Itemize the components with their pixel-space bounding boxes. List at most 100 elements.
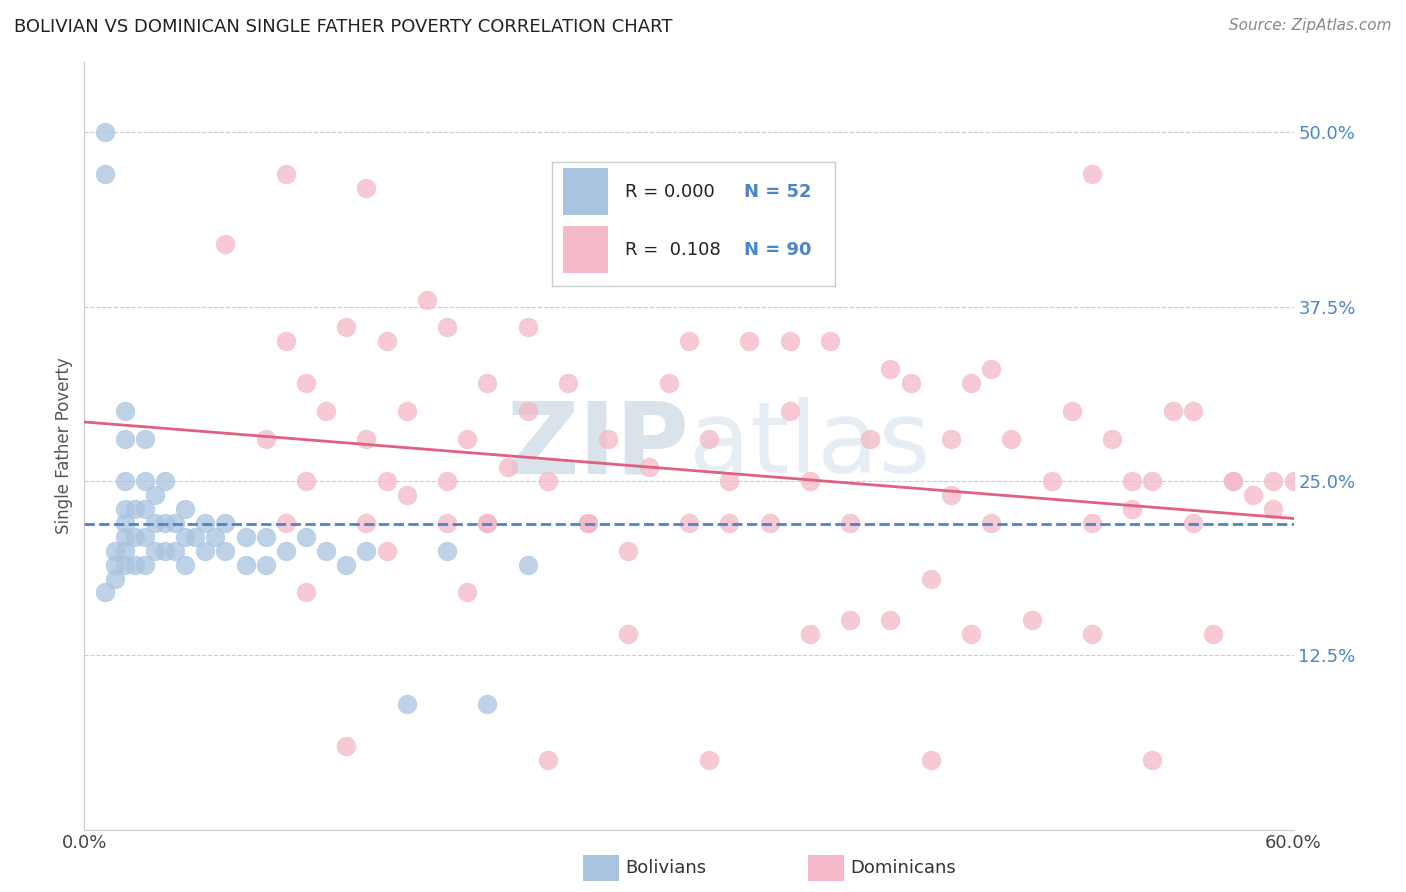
Point <box>143 516 166 530</box>
Point <box>436 516 458 530</box>
Text: ZIP: ZIP <box>506 398 689 494</box>
Text: Dominicans: Dominicans <box>851 859 956 877</box>
Point <box>576 516 599 530</box>
Point <box>134 558 156 572</box>
Point <box>516 404 538 418</box>
Point <box>114 516 136 530</box>
Point <box>143 488 166 502</box>
Text: R = 0.000: R = 0.000 <box>626 183 716 201</box>
Point <box>799 474 821 488</box>
Point <box>134 530 156 544</box>
Point <box>1263 501 1285 516</box>
Point <box>214 236 236 251</box>
Point <box>879 613 901 627</box>
Point <box>174 530 197 544</box>
Point <box>537 474 560 488</box>
Point <box>718 516 741 530</box>
Point <box>254 530 277 544</box>
Text: Bolivians: Bolivians <box>626 859 707 877</box>
FancyBboxPatch shape <box>562 169 609 215</box>
Point <box>496 459 519 474</box>
Point <box>395 697 418 711</box>
Point <box>204 530 226 544</box>
Point <box>1081 627 1104 641</box>
Point <box>274 334 297 349</box>
Point <box>637 459 659 474</box>
Point <box>214 543 236 558</box>
Point <box>274 516 297 530</box>
Point <box>174 558 197 572</box>
Point <box>93 125 115 139</box>
Point <box>1161 404 1184 418</box>
Point <box>356 516 378 530</box>
Point <box>395 404 418 418</box>
Point <box>1142 474 1164 488</box>
Point <box>124 530 146 544</box>
Point <box>920 753 942 767</box>
Point <box>678 334 700 349</box>
Point <box>1222 474 1244 488</box>
Point <box>537 753 560 767</box>
Point <box>980 362 1002 376</box>
Point <box>134 432 156 446</box>
Point <box>697 432 720 446</box>
Point <box>416 293 439 307</box>
Point <box>839 613 862 627</box>
Point <box>153 516 176 530</box>
Point <box>678 516 700 530</box>
Point <box>174 501 197 516</box>
Text: BOLIVIAN VS DOMINICAN SINGLE FATHER POVERTY CORRELATION CHART: BOLIVIAN VS DOMINICAN SINGLE FATHER POVE… <box>14 18 672 36</box>
Point <box>900 376 922 391</box>
Point <box>960 376 983 391</box>
Point <box>395 488 418 502</box>
Point <box>114 432 136 446</box>
Point <box>477 516 499 530</box>
Text: R =  0.108: R = 0.108 <box>626 241 721 259</box>
Point <box>980 516 1002 530</box>
Point <box>436 320 458 334</box>
Text: N = 52: N = 52 <box>744 183 811 201</box>
Point <box>114 543 136 558</box>
Point <box>1121 501 1143 516</box>
Point <box>1021 613 1043 627</box>
Point <box>93 167 115 181</box>
Point <box>274 167 297 181</box>
Point <box>758 516 780 530</box>
Point <box>456 432 478 446</box>
Point <box>194 516 217 530</box>
Point <box>859 432 882 446</box>
Point <box>356 181 378 195</box>
Point <box>165 516 187 530</box>
Point <box>779 334 801 349</box>
Point <box>114 530 136 544</box>
Point <box>557 376 579 391</box>
Point <box>124 501 146 516</box>
Point <box>1081 167 1104 181</box>
Point <box>114 474 136 488</box>
Point <box>576 516 599 530</box>
Point <box>939 432 962 446</box>
Point <box>114 501 136 516</box>
Point <box>1040 474 1063 488</box>
Point <box>516 320 538 334</box>
Point <box>818 334 841 349</box>
Point <box>93 585 115 599</box>
Point <box>617 627 640 641</box>
Point <box>274 543 297 558</box>
Point <box>335 320 357 334</box>
Point <box>920 572 942 586</box>
Point <box>114 404 136 418</box>
Point <box>335 558 357 572</box>
Point <box>375 543 398 558</box>
Point <box>124 558 146 572</box>
Point <box>516 558 538 572</box>
Point <box>194 543 217 558</box>
Point <box>104 572 127 586</box>
Point <box>1181 404 1204 418</box>
Point <box>477 516 499 530</box>
Point <box>254 558 277 572</box>
Text: atlas: atlas <box>689 398 931 494</box>
Point <box>1222 474 1244 488</box>
Point <box>104 558 127 572</box>
Point <box>879 362 901 376</box>
